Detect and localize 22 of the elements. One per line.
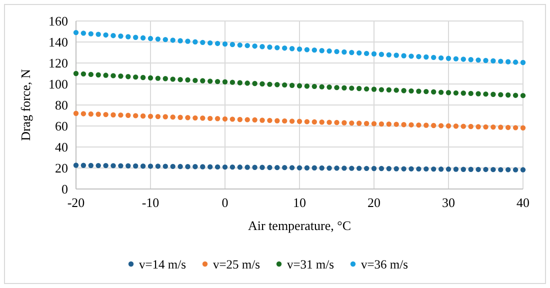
x-tick-label: 10 xyxy=(293,195,306,210)
x-tick-label: 20 xyxy=(368,195,380,210)
legend-label: v=25 m/s xyxy=(213,257,260,272)
y-tick-label: 140 xyxy=(48,34,68,50)
x-tick-label: -10 xyxy=(142,195,160,210)
x-tick-label: 30 xyxy=(442,195,455,210)
y-tick-label: 20 xyxy=(55,160,68,176)
x-tick-label: -20 xyxy=(67,195,85,210)
y-tick-label: 0 xyxy=(62,182,68,197)
y-tick-label: 120 xyxy=(48,56,68,71)
legend-label: v=14 m/s xyxy=(139,257,186,272)
y-tick-label: 60 xyxy=(55,118,68,134)
y-axis-title: Drag force, N xyxy=(18,68,33,141)
y-tick-label: 100 xyxy=(48,76,68,92)
x-axis-title: Air temperature, °C xyxy=(248,218,352,233)
y-tick-label: 40 xyxy=(55,140,68,155)
y-tick-label: 80 xyxy=(55,98,68,113)
y-tick-label: 160 xyxy=(48,14,68,29)
legend-label: v=31 m/s xyxy=(287,257,334,272)
legend-label: v=36 m/s xyxy=(361,257,408,272)
x-tick-label: 40 xyxy=(516,195,530,210)
x-tick-label: 0 xyxy=(222,195,228,210)
